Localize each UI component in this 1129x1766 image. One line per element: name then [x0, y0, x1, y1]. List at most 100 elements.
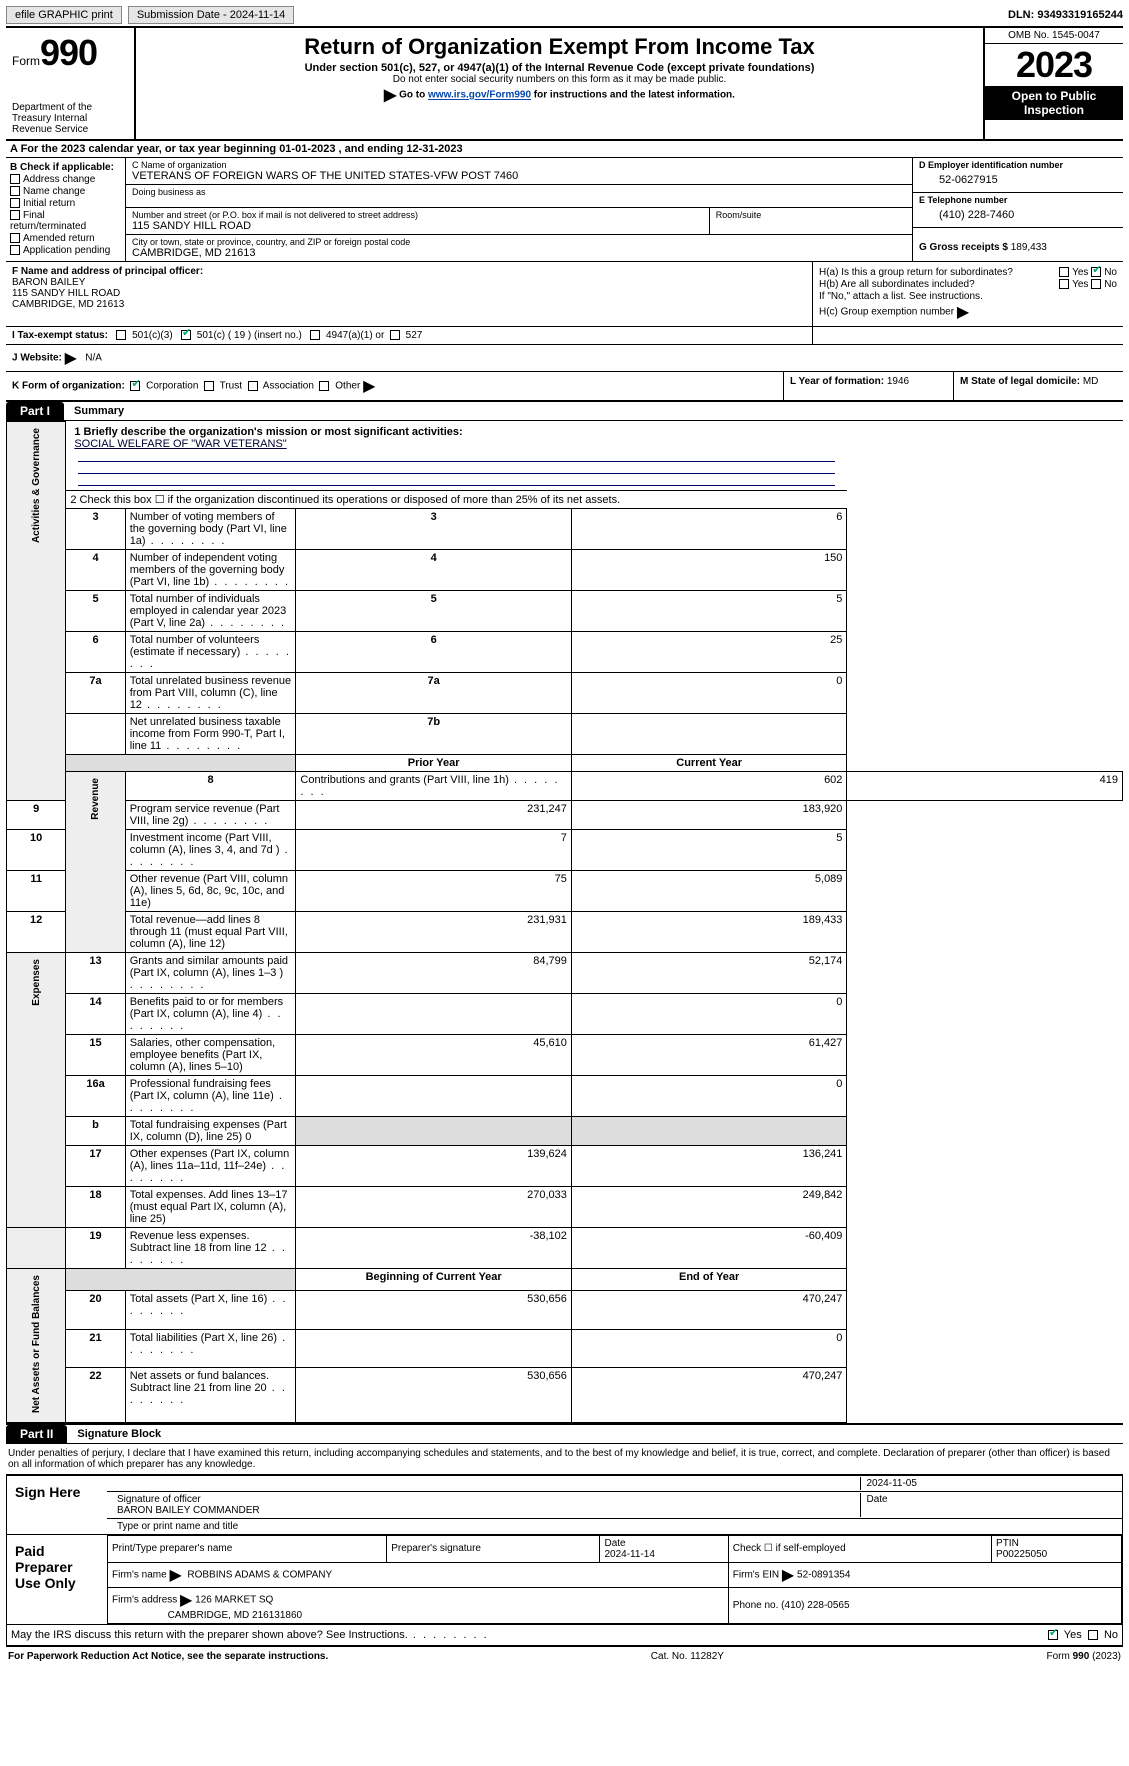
officer-name: BARON BAILEY: [12, 277, 806, 288]
chk-trust[interactable]: [204, 381, 214, 391]
l14-desc: Benefits paid to or for members (Part IX…: [125, 993, 296, 1034]
l3-desc: Number of voting members of the governin…: [125, 508, 296, 549]
l18-curr: 249,842: [571, 1186, 847, 1227]
l8-num: 8: [125, 771, 296, 800]
website-value: N/A: [85, 353, 102, 364]
lbl-dba: Doing business as: [132, 187, 906, 197]
block-bcdeg: B Check if applicable: Address change Na…: [6, 158, 1123, 262]
hdr-eoy: End of Year: [571, 1268, 847, 1291]
l10-prior: 7: [296, 829, 572, 870]
lbl-ein: D Employer identification number: [919, 160, 1117, 170]
chk-501c3[interactable]: [116, 330, 126, 340]
l7b-val: [571, 713, 847, 754]
discuss-yes-checkbox[interactable]: [1048, 1630, 1058, 1640]
l5-box: 5: [296, 590, 572, 631]
chk-corp[interactable]: [130, 381, 140, 391]
cat-no: Cat. No. 11282Y: [651, 1651, 724, 1662]
city-value: CAMBRIDGE, MD 21613: [132, 247, 906, 259]
l21-num: 21: [66, 1329, 125, 1368]
l15-prior: 45,610: [296, 1034, 572, 1075]
year-formation: 1946: [887, 376, 909, 387]
mission-line: [78, 462, 835, 474]
hdr-prior: Prior Year: [296, 754, 572, 771]
l19-curr: -60,409: [571, 1227, 847, 1268]
part1-hdr: Part I: [6, 402, 64, 420]
lbl-website: J Website:: [12, 353, 62, 364]
hb-note: If "No," attach a list. See instructions…: [819, 291, 1117, 302]
firm-phone: (410) 228-0565: [781, 1600, 849, 1611]
l5-num: 5: [66, 590, 125, 631]
chk-initial-return[interactable]: Initial return: [10, 198, 121, 209]
sig-officer-lbl: Signature of officer: [117, 1494, 201, 1505]
submission-date-button[interactable]: Submission Date - 2024-11-14: [128, 6, 294, 24]
l17-curr: 136,241: [571, 1145, 847, 1186]
l11-desc: Other revenue (Part VIII, column (A), li…: [125, 870, 296, 911]
l7a-desc: Total unrelated business revenue from Pa…: [125, 672, 296, 713]
l13-curr: 52,174: [571, 952, 847, 993]
l17-num: 17: [66, 1145, 125, 1186]
lbl-officer: F Name and address of principal officer:: [12, 266, 806, 277]
prep-sig-hdr: Preparer's signature: [387, 1535, 600, 1562]
efile-print-button[interactable]: efile GRAPHIC print: [6, 6, 122, 24]
chk-other[interactable]: [319, 381, 329, 391]
ha-no-checkbox[interactable]: [1091, 267, 1101, 277]
hb-no-checkbox[interactable]: [1091, 279, 1101, 289]
officer-sig-name: BARON BAILEY COMMANDER: [117, 1505, 260, 1516]
prep-date: 2024-11-14: [604, 1549, 654, 1560]
l13-desc: Grants and similar amounts paid (Part IX…: [125, 952, 296, 993]
l13-prior: 84,799: [296, 952, 572, 993]
hb-yes-checkbox[interactable]: [1059, 279, 1069, 289]
side-gov: Activities & Governance: [31, 424, 42, 547]
ha-yes-checkbox[interactable]: [1059, 267, 1069, 277]
signature-block: Sign Here 2024-11-05 Signature of office…: [6, 1474, 1123, 1625]
l22-eoy: 470,247: [571, 1368, 847, 1422]
l16b-curr: [571, 1116, 847, 1145]
l9-desc: Program service revenue (Part VIII, line…: [125, 800, 296, 829]
l15-curr: 61,427: [571, 1034, 847, 1075]
chk-name-change[interactable]: Name change: [10, 186, 121, 197]
col-deg: D Employer identification number 52-0627…: [913, 158, 1123, 261]
date-lbl: Date: [860, 1493, 1119, 1517]
gross-value: 189,433: [1011, 242, 1047, 253]
firm-name: ROBBINS ADAMS & COMPANY: [187, 1569, 332, 1580]
chk-final-return[interactable]: Final return/terminated: [10, 210, 121, 232]
goto-pre: Go to: [399, 90, 428, 101]
firm-ein: 52-0891354: [797, 1569, 850, 1580]
chk-address-change[interactable]: Address change: [10, 174, 121, 185]
sign-here-label: Sign Here: [7, 1476, 107, 1534]
chk-amended-return[interactable]: Amended return: [10, 233, 121, 244]
chk-501c[interactable]: [181, 330, 191, 340]
chk-assoc[interactable]: [248, 381, 258, 391]
l7a-num: 7a: [66, 672, 125, 713]
irs-link[interactable]: www.irs.gov/Form990: [428, 90, 531, 101]
l7b-box: 7b: [296, 713, 572, 754]
mission-text: SOCIAL WELFARE OF "WAR VETERANS": [74, 438, 286, 450]
form-word: Form: [12, 54, 40, 68]
discuss-no-checkbox[interactable]: [1088, 1630, 1098, 1640]
firm-addr2: CAMBRIDGE, MD 216131860: [168, 1610, 303, 1621]
l3-box: 3: [296, 508, 572, 549]
l19-desc: Revenue less expenses. Subtract line 18 …: [125, 1227, 296, 1268]
l13-num: 13: [66, 952, 125, 993]
lbl-year-formation: L Year of formation:: [790, 376, 884, 387]
l8-desc: Contributions and grants (Part VIII, lin…: [296, 771, 572, 800]
street-value: 115 SANDY HILL ROAD: [132, 220, 703, 232]
l18-prior: 270,033: [296, 1186, 572, 1227]
firm-ein-lbl: Firm's EIN: [733, 1569, 779, 1580]
omb-number: OMB No. 1545-0047: [985, 28, 1123, 44]
mission-line: [78, 474, 835, 486]
state-domicile: MD: [1083, 376, 1099, 387]
part2-title: Signature Block: [67, 1428, 161, 1440]
l6-num: 6: [66, 631, 125, 672]
form-number: 990: [40, 32, 97, 73]
l16a-curr: 0: [571, 1075, 847, 1116]
chk-527[interactable]: [390, 330, 400, 340]
tax-year: 2023: [985, 44, 1123, 86]
arrow-icon: ▶: [782, 1565, 794, 1585]
l14-curr: 0: [571, 993, 847, 1034]
l3-num: 3: [66, 508, 125, 549]
chk-application-pending[interactable]: Application pending: [10, 245, 121, 256]
chk-4947[interactable]: [310, 330, 320, 340]
l20-boy: 530,656: [296, 1291, 572, 1330]
l9-curr: 183,920: [571, 800, 847, 829]
